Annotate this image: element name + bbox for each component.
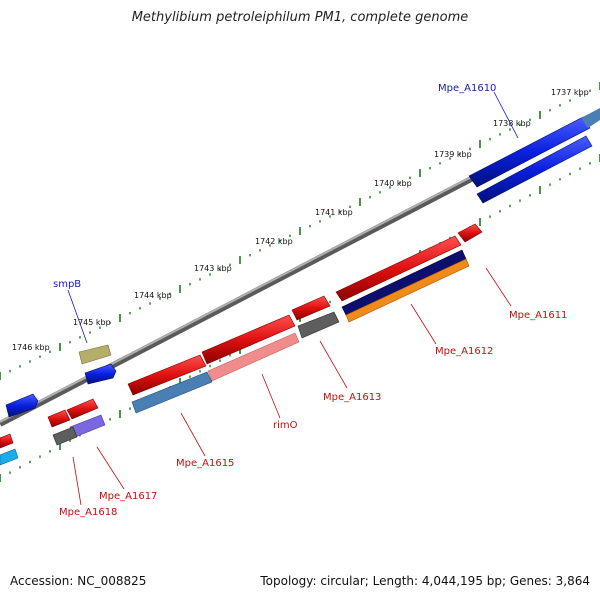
gene-smpb[interactable]: [78, 344, 117, 385]
gene-mpe-a1613[interactable]: [291, 295, 340, 339]
gene-mpe-a1611[interactable]: [457, 223, 483, 243]
scale-label: 1739 kbp: [434, 150, 472, 159]
gene-left-forward[interactable]: [5, 393, 39, 418]
gene-label: Mpe_A1613: [323, 392, 381, 403]
gene-label: Mpe_A1615: [176, 458, 234, 469]
topology-text: Topology: circular; Length: 4,044,195 bp…: [260, 574, 590, 588]
scale-label: 1737 kbp: [551, 88, 589, 97]
gene-mpe-a1618[interactable]: [47, 409, 78, 446]
scale-label: 1744 kbp: [134, 291, 172, 300]
gene-label: rimO: [273, 420, 298, 431]
scale-label: 1746 kbp: [12, 343, 50, 352]
scale-label: 1745 kbp: [73, 318, 111, 327]
scale-label: 1738 kbp: [493, 119, 531, 128]
gene-mpe-a1615[interactable]: [127, 354, 213, 414]
gene-label: Mpe_A1618: [59, 507, 117, 518]
gene-mpe-a1610[interactable]: [468, 108, 600, 204]
scale-label: 1740 kbp: [374, 179, 412, 188]
gene-label: Mpe_A1611: [509, 310, 567, 321]
upper-tick-track: [0, 82, 600, 380]
forward-genes: [5, 108, 600, 418]
map-title: Methylibium petroleiphilum PM1, complete…: [131, 10, 469, 25]
gene-left-reverse[interactable]: [0, 433, 19, 466]
gene-mpe-a1612[interactable]: [335, 235, 470, 323]
scale-label: 1742 kbp: [255, 237, 293, 246]
reverse-genes: [0, 223, 483, 466]
gene-label: smpB: [53, 279, 81, 290]
accession-text: Accession: NC_008825: [10, 574, 147, 588]
gene-rimo[interactable]: [201, 314, 300, 382]
gene-label: Mpe_A1610: [438, 83, 496, 94]
scale-labels: 1737 kbp 1738 kbp 1739 kbp 1740 kbp 1741…: [12, 88, 589, 352]
label-connectors: [67, 91, 519, 506]
gene-label: Mpe_A1617: [99, 491, 157, 502]
gene-labels: Mpe_A1610 smpB Mpe_A1611 Mpe_A1612 Mpe_A…: [53, 83, 567, 518]
gene-label: Mpe_A1612: [435, 346, 493, 357]
scale-label: 1743 kbp: [194, 264, 232, 273]
scale-label: 1741 kbp: [315, 208, 353, 217]
